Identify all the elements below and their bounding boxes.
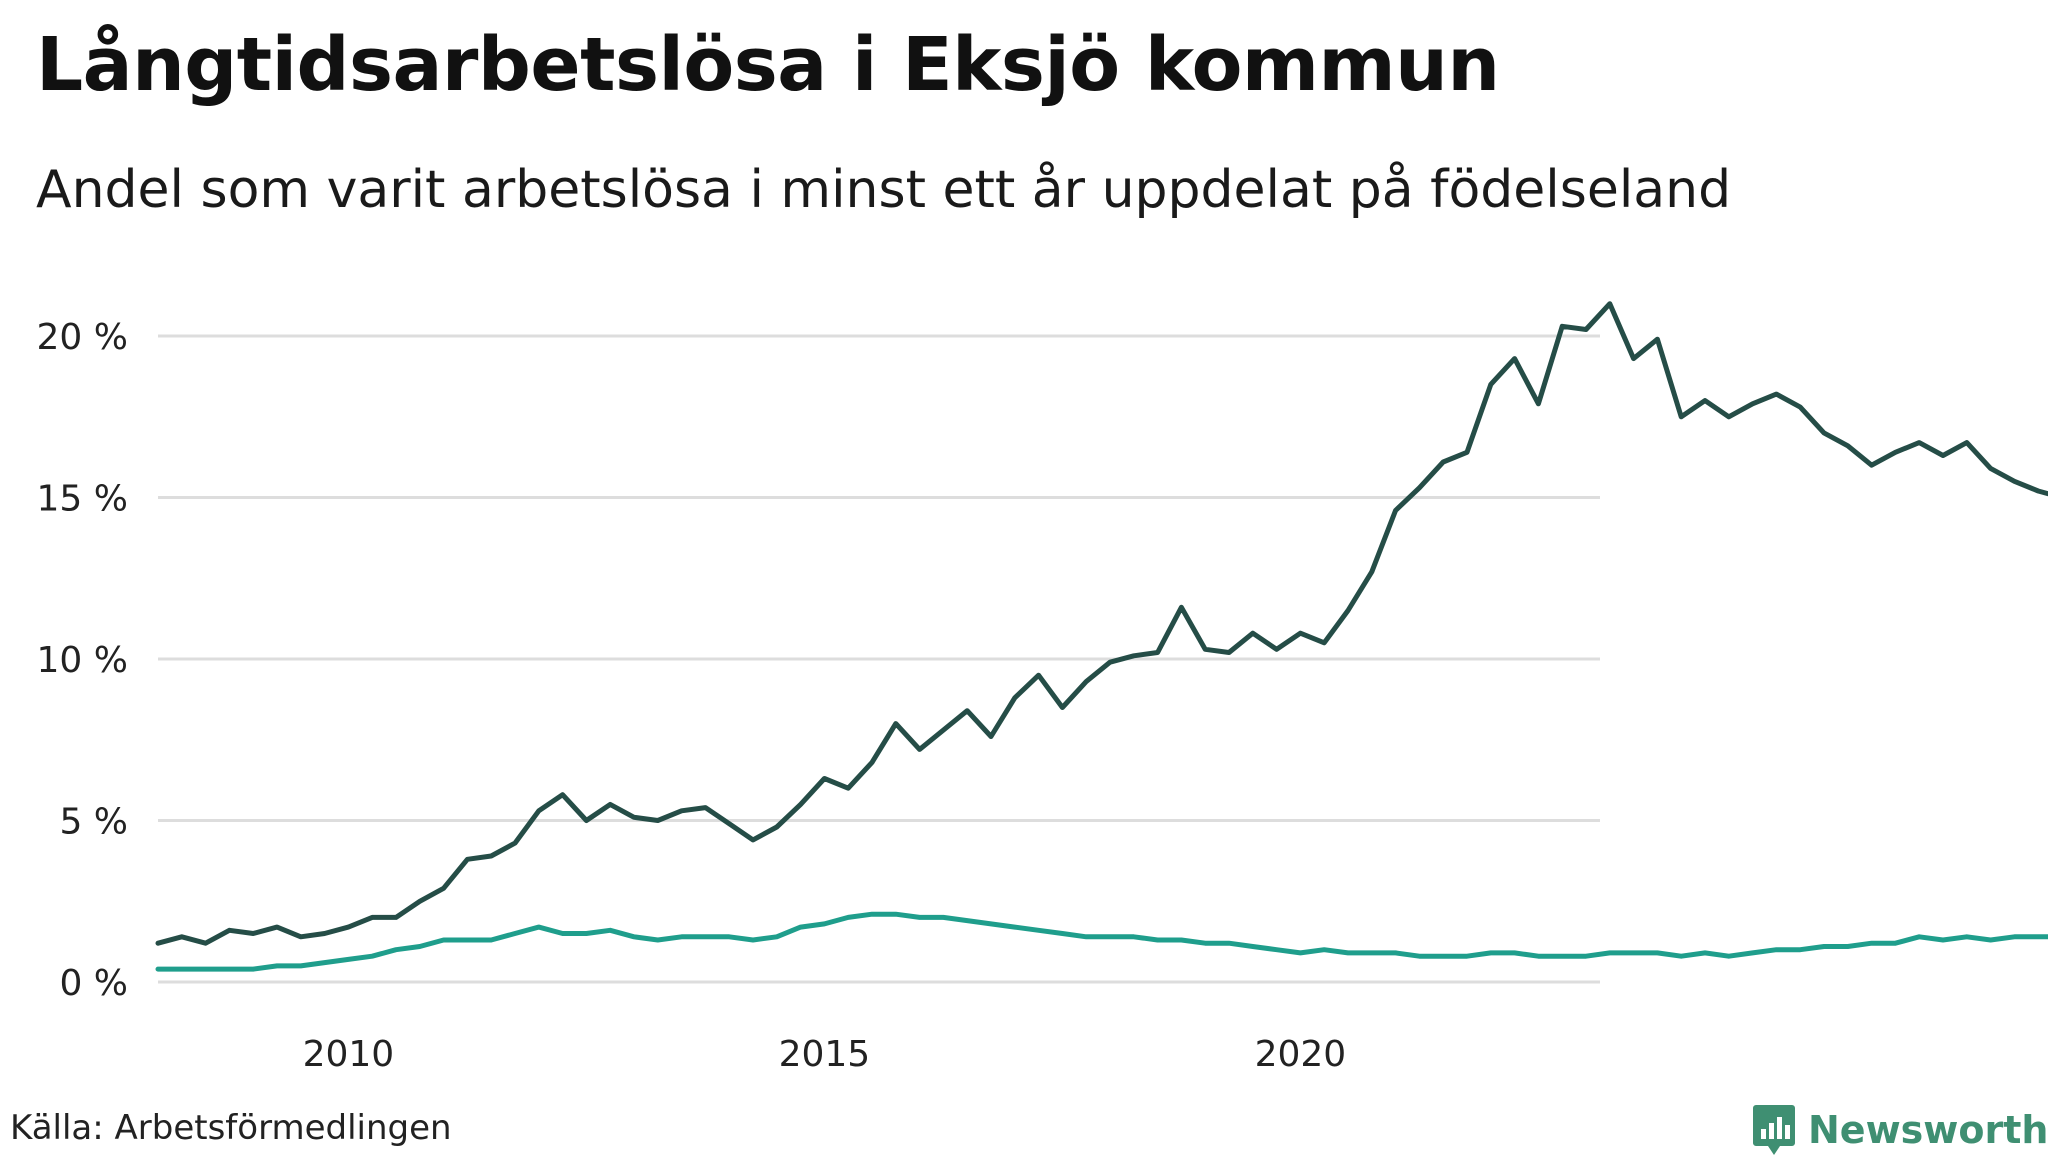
x-tick-label: 2010 <box>303 1034 395 1075</box>
newsworthy-logo-icon <box>1753 1105 1795 1155</box>
chart-title: Långtidsarbetslösa i Eksjö kommun <box>36 22 1500 108</box>
brand-name: Newsworthy <box>1808 1108 2048 1152</box>
y-tick-label: 15 % <box>37 479 128 520</box>
series-line-utomlands <box>155 301 2048 946</box>
label-layer: 0 %5 %10 %15 %20 %201020152020jan 2023ut… <box>37 317 1347 1075</box>
series-line-sverige <box>155 911 2048 972</box>
y-tick-label: 5 % <box>59 802 128 843</box>
y-tick-label: 20 % <box>37 317 128 358</box>
source-note: Källa: Arbetsförmedlingen <box>10 1108 452 1148</box>
y-tick-label: 10 % <box>37 640 128 681</box>
x-tick-label: 2015 <box>779 1034 871 1075</box>
grid-layer <box>158 334 1600 984</box>
brand-logo: Newsworthy <box>1752 1100 2048 1160</box>
series-layer <box>155 301 2048 972</box>
x-tick-label: 2020 <box>1255 1034 1347 1075</box>
chart-subtitle: Andel som varit arbetslösa i minst ett å… <box>36 160 1732 220</box>
y-tick-label: 0 % <box>59 963 128 1004</box>
